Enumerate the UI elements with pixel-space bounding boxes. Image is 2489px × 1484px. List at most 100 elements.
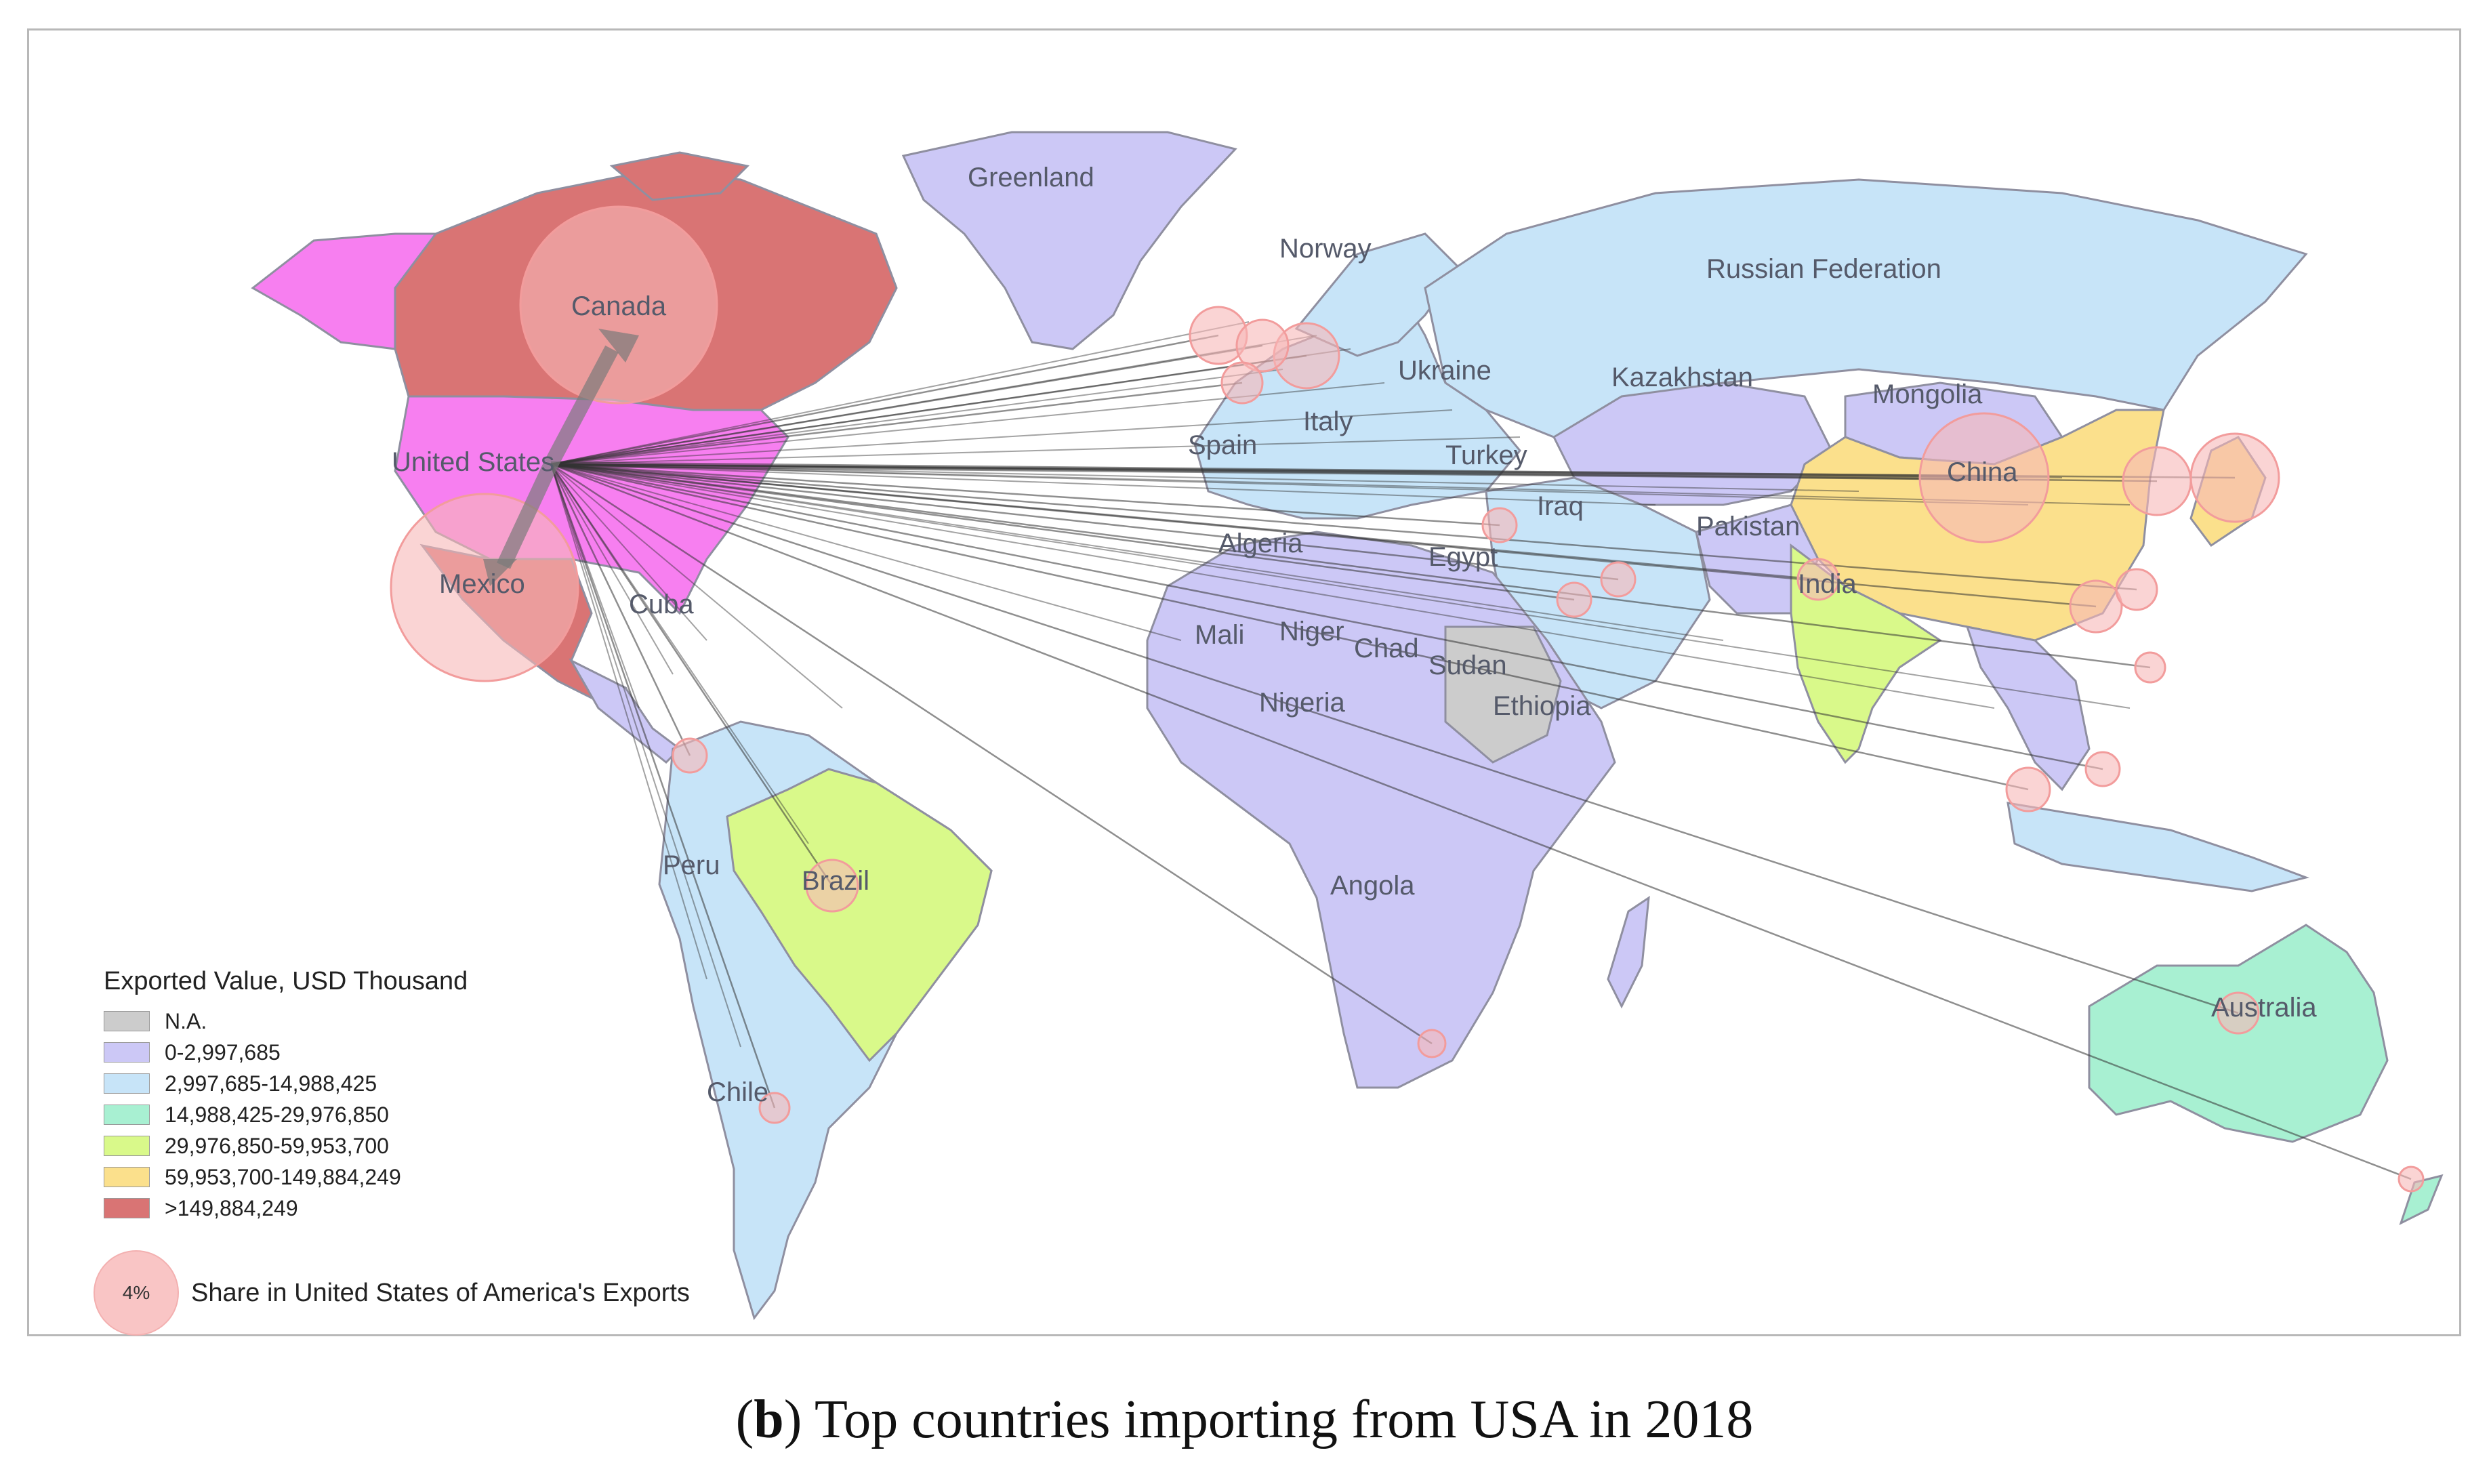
flow-line-chile (550, 463, 776, 1109)
bubble-china (1918, 412, 2050, 543)
bubble-chile (758, 1092, 791, 1124)
label-chad: Chad (1354, 634, 1419, 663)
legend-item: 14,988,425-29,976,850 (104, 1099, 781, 1130)
flow-line (550, 321, 1250, 465)
bubble-mexico (390, 493, 579, 682)
flow-line (550, 463, 707, 980)
label-brazil: Brazil (802, 866, 869, 896)
new-zealand (2399, 1174, 2444, 1225)
flow-line-taiwan (550, 463, 2137, 591)
arrowhead-mexico (483, 559, 517, 586)
bubble-india (1796, 558, 1840, 601)
label-united-states: United States (392, 447, 554, 477)
flow-line (550, 409, 1453, 465)
bubble-malaysia (2084, 751, 2121, 787)
flow-line-germany (550, 354, 1307, 466)
bubble-legend-label: Share in United States of America's Expo… (191, 1278, 690, 1307)
bubble-france (1220, 361, 1264, 405)
label-angola: Angola (1330, 871, 1415, 901)
bubble-japan (2189, 432, 2280, 523)
flow-line-uae (550, 463, 1619, 581)
bubble-legend: 4% Share in United States of America's E… (94, 1250, 690, 1336)
bubble-netherlands (1235, 318, 1290, 373)
label-india: India (1798, 569, 1857, 599)
flow-line-new-zealand (550, 463, 2412, 1180)
bubble-uae (1600, 561, 1637, 598)
label-russian-federation: Russian Federation (1706, 254, 1941, 284)
flow-line-saudi (550, 463, 1575, 601)
label-niger: Niger (1279, 617, 1344, 646)
label-mali: Mali (1195, 620, 1244, 650)
world-map: Canada Mexico United States Greenland Ru… (251, 131, 2444, 1321)
legend-label: 29,976,850-59,953,700 (165, 1133, 389, 1158)
label-norway: Norway (1279, 234, 1372, 264)
legend-label: 0-2,997,685 (165, 1039, 281, 1065)
flow-line (550, 463, 1656, 506)
caption-letter: b (754, 1390, 784, 1449)
indonesia (2007, 802, 2310, 892)
caption-text: ) Top countries importing from USA in 20… (783, 1390, 1754, 1449)
label-ethiopia: Ethiopia (1493, 691, 1591, 721)
legend-swatch (104, 1105, 150, 1125)
label-chile: Chile (707, 1077, 768, 1107)
flow-line (550, 348, 1351, 465)
bubble-new-zealand (2398, 1166, 2425, 1193)
flow-line (550, 463, 2063, 478)
bubble-brazil (805, 859, 859, 913)
flow-lines (550, 321, 2412, 1180)
label-australia: Australia (2211, 993, 2317, 1023)
bubble-legend-sample: 4% (94, 1250, 179, 1336)
flow-line (550, 463, 843, 709)
flow-line-singapore (550, 463, 2029, 791)
legend-swatch (104, 1136, 150, 1156)
flow-line (550, 463, 1859, 492)
label-canada: Canada (571, 291, 667, 321)
label-mexico: Mexico (439, 569, 525, 599)
flow-line (550, 463, 1995, 709)
bubble-australia (2217, 991, 2260, 1035)
flow-line (550, 463, 674, 675)
label-iraq: Iraq (1537, 491, 1584, 521)
legend-label: 2,997,685-14,988,425 (165, 1071, 377, 1096)
country-alaska (251, 232, 438, 350)
bubble-israel (1481, 507, 1518, 543)
share-bubbles (390, 205, 2425, 1193)
flow-line (550, 463, 2029, 506)
figure-caption: (b) Top countries importing from USA in … (0, 1389, 2489, 1451)
legend-item: N.A. (104, 1006, 781, 1037)
bubble-korea (2122, 446, 2192, 516)
flow-line (550, 335, 1317, 465)
flow-line-australia (550, 463, 2239, 1014)
legend-item: >149,884,249 (104, 1193, 781, 1224)
arrow-usa-canada (544, 345, 619, 468)
legend-item: 29,976,850-59,953,700 (104, 1130, 781, 1161)
bubble-canada (519, 205, 718, 405)
legend-title: Exported Value, USD Thousand (104, 967, 468, 995)
flow-line (550, 463, 1182, 641)
bubble-philippines (2134, 651, 2166, 684)
arrowhead-canada (598, 329, 639, 363)
label-nigeria: Nigeria (1259, 688, 1345, 718)
madagascar (1607, 895, 1650, 1009)
legend-label: 14,988,425-29,976,850 (165, 1102, 389, 1127)
flow-line (550, 369, 1283, 465)
legend-item: 59,953,700-149,884,249 (104, 1161, 781, 1193)
flow-line-israel (550, 463, 1500, 527)
country-brazil (726, 768, 993, 1063)
flow-line-netherlands (550, 344, 1263, 466)
legend-swatch (104, 1011, 150, 1031)
label-mongolia: Mongolia (1872, 379, 1983, 409)
country-greenland (901, 131, 1237, 350)
label-spain: Spain (1188, 430, 1257, 460)
legend-label: >149,884,249 (165, 1195, 298, 1220)
flow-line (550, 463, 741, 1048)
flow-line-malaysia (550, 463, 2103, 770)
flow-line-uk (550, 334, 1219, 466)
arrow-usa-mexico (497, 461, 558, 569)
legend-label: 59,953,700-149,884,249 (165, 1164, 401, 1189)
legend: Exported Value, USD Thousand N.A. 0-2,99… (104, 967, 781, 1224)
bubble-singapore (2005, 766, 2051, 812)
label-china: China (1947, 457, 2018, 487)
flow-line-philippines (550, 463, 2151, 669)
label-sudan: Sudan (1428, 651, 1507, 680)
